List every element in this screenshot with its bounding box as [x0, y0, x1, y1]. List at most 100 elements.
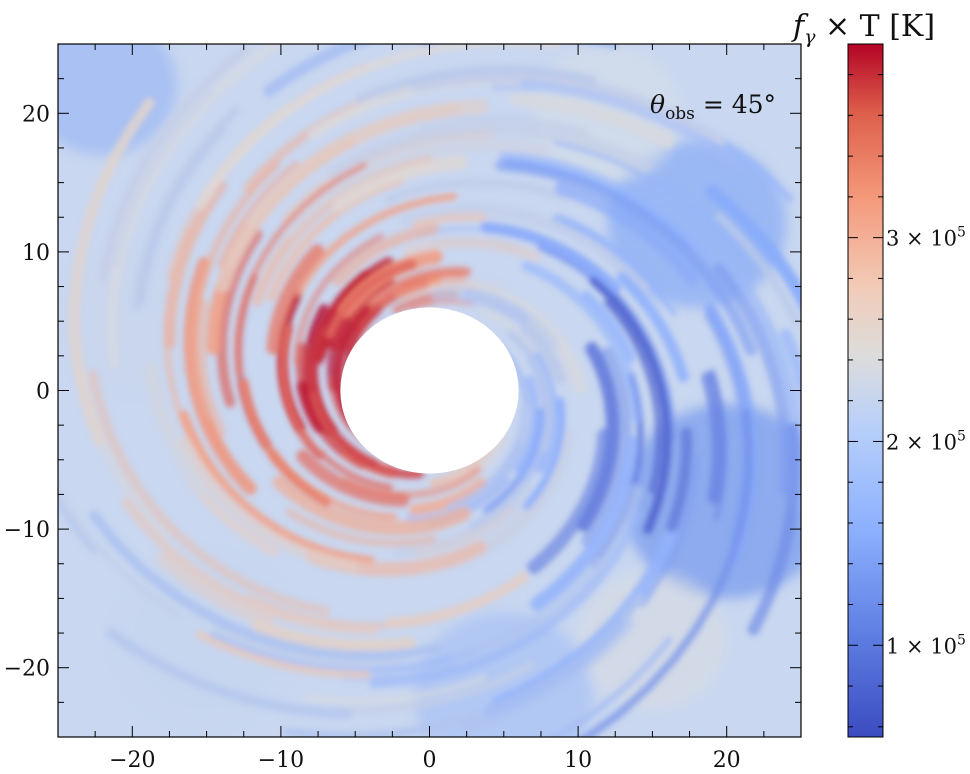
spiral-streak: [293, 233, 384, 367]
spiral-streaks: [58, 44, 801, 737]
field-blob: [578, 570, 727, 710]
spiral-streak: [400, 204, 650, 294]
spiral-streak: [549, 636, 673, 737]
spiral-streak: [234, 162, 368, 376]
spiral-streak: [283, 139, 551, 237]
heatmap-field: [58, 44, 801, 737]
y-tick-label: 20: [22, 102, 50, 127]
spiral-streak: [341, 661, 461, 682]
x-tick-label: 0: [423, 748, 437, 773]
spiral-streak: [495, 159, 757, 356]
spiral-streak: [581, 290, 636, 363]
spiral-streak: [156, 551, 275, 628]
hot-arc: [278, 323, 324, 460]
spiral-streak: [705, 185, 801, 311]
spiral-streak: [554, 181, 700, 286]
spiral-streak: [384, 178, 571, 204]
spiral-streak: [523, 397, 566, 510]
spiral-streak: [701, 371, 726, 504]
spiral-streak: [285, 508, 437, 548]
spiral-streak: [553, 140, 747, 263]
spiral-streak: [412, 213, 487, 229]
field-blob: [414, 612, 593, 737]
x-tick-label: 10: [564, 748, 592, 773]
colorbar-ticks: 1 × 105 2 × 105 3 × 105: [848, 74, 966, 728]
spiral-streak: [482, 618, 626, 719]
y-tick-label: 10: [22, 241, 50, 266]
spiral-streak: [377, 73, 726, 146]
spiral-streak: [106, 628, 353, 719]
spiral-streak: [385, 572, 529, 628]
spiral-streak: [266, 244, 325, 355]
spiral-streak: [132, 106, 240, 311]
spiral-streak: [562, 218, 677, 316]
spiral-streak: [530, 435, 638, 611]
y-tick-label: −20: [4, 657, 50, 682]
axes: [57, 43, 802, 738]
spiral-streak: [313, 257, 395, 360]
spiral-streak: [439, 275, 506, 292]
spiral-streak: [208, 631, 479, 675]
spiral-streak: [577, 342, 620, 532]
spiral-streak: [69, 97, 155, 447]
spiral-streak: [579, 409, 754, 737]
spiral-streak: [519, 322, 566, 385]
inclination-annotation: θobs = 45°: [650, 90, 776, 124]
spiral-streak: [164, 179, 227, 349]
spiral-streak: [747, 423, 801, 636]
colorbar: [847, 43, 884, 738]
spiral-streak: [514, 375, 540, 474]
colorbar-tick-label: 2 × 105: [886, 428, 966, 454]
spiral-streak: [332, 155, 468, 213]
spiral-streak: [143, 362, 210, 495]
hot-arc: [309, 392, 424, 479]
x-tick-label: 20: [713, 748, 741, 773]
spiral-streak: [193, 299, 226, 438]
spiral-streak: [195, 44, 562, 211]
field-blob: [58, 44, 177, 155]
spiral-streak: [666, 427, 693, 533]
spiral-streak: [139, 127, 228, 305]
spiral-streak: [715, 212, 801, 327]
spiral-streak: [581, 347, 632, 548]
spiral-streak: [713, 263, 792, 496]
spiral-streak: [403, 237, 541, 262]
spiral-streak: [216, 229, 263, 408]
spiral-streak: [263, 44, 368, 97]
y-tick-labels: 20 10 0 −10 −20: [4, 102, 50, 681]
spiral-streak: [480, 221, 621, 294]
spiral-streak: [183, 257, 257, 495]
spiral-streak: [490, 80, 744, 172]
spiral-streak: [409, 298, 475, 312]
spiral-streak: [178, 436, 359, 572]
spiral-streak: [352, 266, 471, 325]
spiral-streak: [421, 44, 618, 49]
spiral-streak: [451, 484, 644, 667]
spiral-streak: [369, 509, 642, 689]
spiral-streak: [526, 428, 612, 575]
spiral-streak: [105, 44, 288, 371]
spiral-streak: [506, 329, 554, 453]
spiral-streak: [251, 619, 416, 652]
x-tick-label: −20: [109, 748, 155, 773]
spiral-streak: [214, 624, 402, 665]
colorbar-title: fγ × T [K]: [791, 9, 935, 48]
spiral-streak: [779, 328, 801, 406]
spiral-streak: [333, 661, 535, 714]
spiral-streak: [295, 192, 458, 297]
spiral-streak: [318, 451, 394, 490]
hot-arc: [325, 259, 417, 340]
excised-center: [340, 307, 519, 474]
spiral-streak: [461, 289, 531, 326]
x-tick-labels: −20 −10 0 10 20: [109, 748, 741, 773]
spiral-streak: [251, 153, 433, 307]
spiral-streak: [303, 674, 487, 705]
hot-arc: [239, 378, 331, 507]
spiral-streak: [190, 161, 281, 420]
spiral-streak: [272, 475, 471, 536]
spiral-streak: [296, 449, 410, 507]
x-tick-label: −10: [258, 748, 304, 773]
spiral-streak: [58, 496, 97, 554]
spiral-streak: [521, 260, 643, 424]
hot-arcs: [239, 259, 424, 507]
